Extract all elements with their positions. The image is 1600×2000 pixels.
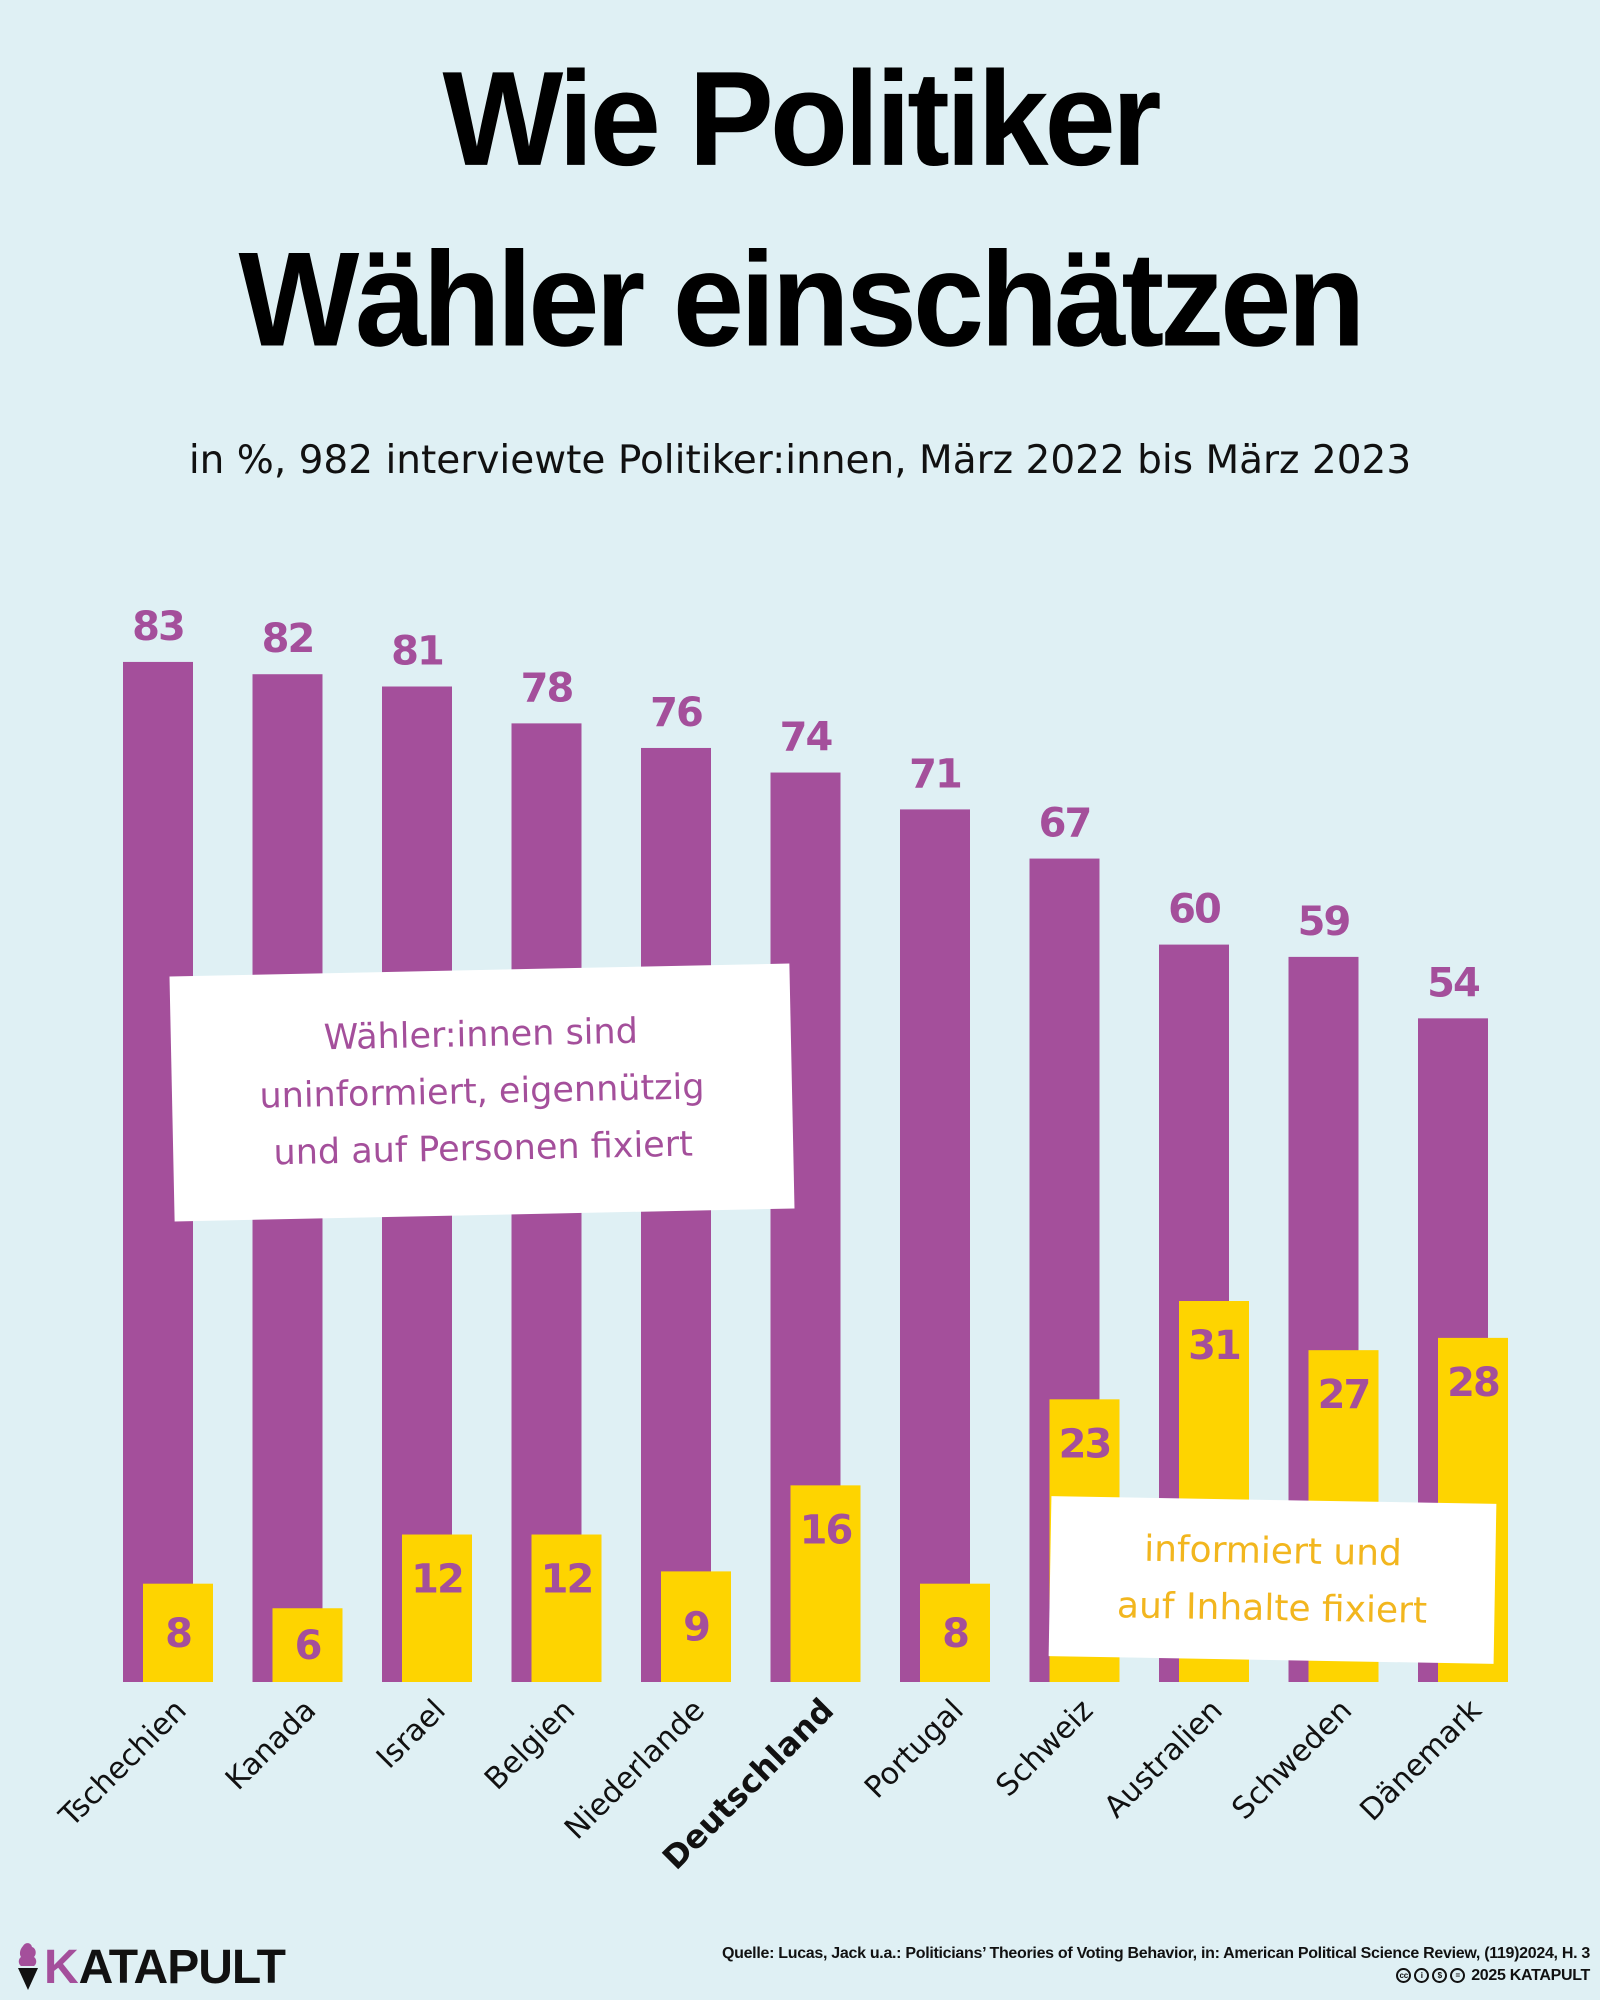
value-label-purple: 81 [391, 629, 443, 675]
value-label-yellow: 6 [295, 1623, 321, 1669]
value-label-yellow: 12 [541, 1557, 593, 1603]
bar-yellow-kanada [272, 1608, 343, 1682]
noderivatives-icon: = [1450, 1968, 1466, 1984]
logo-k: K [44, 1941, 79, 1994]
ice-cream-icon [18, 1943, 38, 1990]
annotation-purple-series: Wähler:innen sind uninformiert, eigennüt… [169, 963, 795, 1222]
value-label-purple: 60 [1168, 887, 1220, 933]
copyright-text: 2025 KATAPULT [1471, 1967, 1590, 1984]
x-tick-label: Portugal [858, 1693, 971, 1806]
annotation-yellow-line: informiert und [1143, 1528, 1403, 1575]
annotation-purple-line: und auf Personen fixiert [273, 1124, 694, 1174]
katapult-logo: K ATAPULT [14, 1941, 286, 1994]
x-tick-label: Tschechien [52, 1693, 194, 1835]
bar-yellow-deutschland [790, 1485, 861, 1682]
x-tick-label: Dänemark [1353, 1692, 1489, 1828]
cc-icon: cc [1396, 1968, 1412, 1984]
value-label-yellow: 31 [1188, 1323, 1240, 1369]
creative-commons-icons: cc i $ = [1396, 1968, 1466, 1984]
bar-yellow-niederlande [661, 1571, 731, 1682]
annotation-purple-line: uninformiert, eigennützig [259, 1067, 705, 1117]
source-note: Quelle: Lucas, Jack u.a.: Politicians’ T… [722, 1943, 1590, 1987]
bar-yellow-israel [402, 1534, 472, 1682]
value-label-purple: 71 [909, 751, 961, 797]
bar-yellow-tschechien [143, 1583, 213, 1682]
value-label-yellow: 9 [683, 1605, 709, 1651]
x-tick-label: Australien [1098, 1693, 1230, 1825]
bar-yellow-belgien [531, 1534, 602, 1682]
title-line-2: Wähler einschätzen [238, 224, 1366, 375]
value-label-yellow: 16 [800, 1507, 852, 1553]
value-label-yellow: 27 [1318, 1372, 1370, 1418]
annotation-purple-line: Wähler:innen sind [323, 1011, 639, 1059]
value-label-yellow: 8 [165, 1611, 191, 1657]
logo-text: ATAPULT [78, 1941, 286, 1994]
annotation-yellow-series: informiert und auf Inhalte fixiert [1048, 1496, 1497, 1664]
chart-subtitle: in %, 982 interviewte Politiker:innen, M… [188, 438, 1412, 483]
title-line-1: Wie Politiker [442, 44, 1161, 195]
value-label-yellow: 8 [942, 1611, 968, 1657]
bar-purple-portugal [900, 809, 970, 1682]
x-tick-label: Kanada [219, 1693, 323, 1797]
value-label-purple: 83 [132, 604, 184, 650]
noncommercial-icon: $ [1432, 1968, 1448, 1984]
value-label-purple: 76 [650, 690, 702, 736]
chart-title: Wie Politiker Wähler einschätzen [0, 44, 1600, 375]
value-label-purple: 67 [1039, 801, 1091, 847]
copyright-line: cc i $ = 2025 KATAPULT [722, 1965, 1590, 1987]
x-tick-label: Schweiz [989, 1693, 1100, 1804]
x-tick-label: Belgien [478, 1693, 582, 1797]
x-tick-label: Israel [370, 1693, 453, 1776]
bar-yellow-portugal [920, 1583, 990, 1682]
value-label-purple: 59 [1298, 899, 1350, 945]
value-label-yellow: 23 [1059, 1421, 1111, 1467]
x-tick-label: Schweden [1225, 1693, 1359, 1827]
value-label-purple: 54 [1427, 960, 1479, 1006]
source-text: Quelle: Lucas, Jack u.a.: Politicians’ T… [721, 1945, 1590, 1962]
value-label-yellow: 12 [411, 1557, 463, 1603]
value-label-purple: 74 [780, 715, 832, 761]
value-label-yellow: 28 [1447, 1360, 1499, 1406]
annotation-yellow-line: auf Inhalte fixiert [1116, 1585, 1428, 1632]
value-label-purple: 82 [262, 616, 314, 662]
value-label-purple: 78 [521, 665, 573, 711]
attribution-icon: i [1414, 1968, 1430, 1984]
bar-purple-niederlande [641, 747, 711, 1682]
